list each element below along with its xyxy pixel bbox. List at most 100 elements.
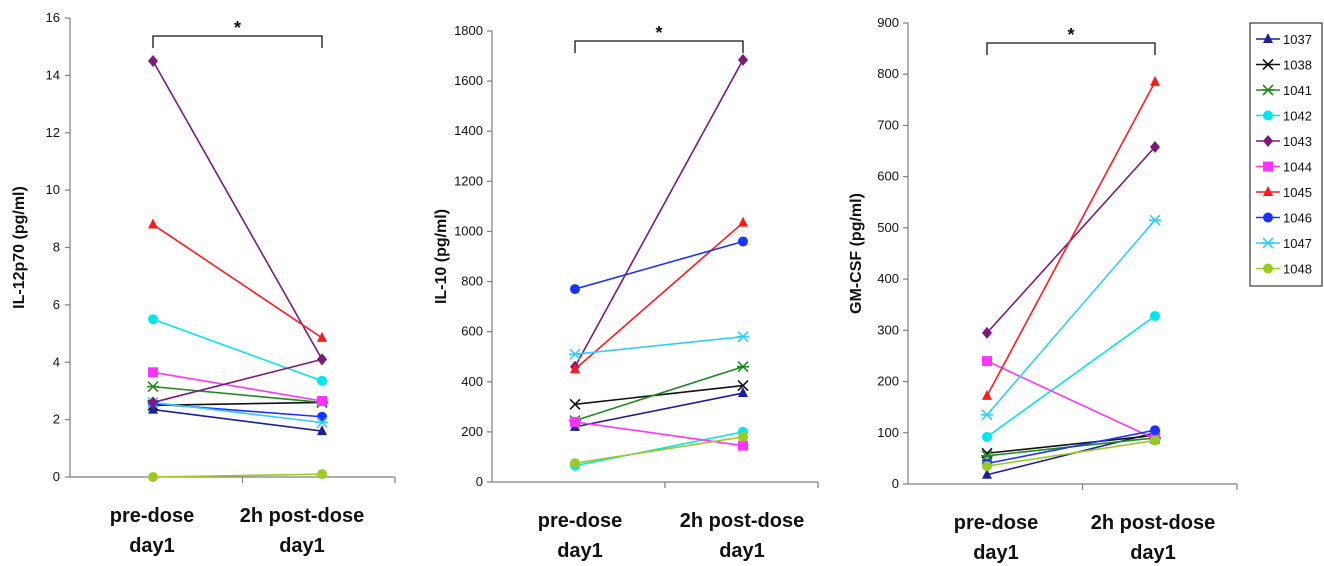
- y-axis-label: GM-CSF (pg/ml): [848, 193, 865, 314]
- series-1041: [569, 361, 749, 427]
- legend-label: 1047: [1283, 236, 1312, 251]
- series-line: [152, 408, 323, 432]
- series-line: [986, 434, 1156, 455]
- data-point: [981, 409, 993, 421]
- series-1044: [148, 367, 327, 406]
- legend-marker: [1263, 212, 1273, 223]
- series-line: [152, 371, 323, 402]
- data-point: [738, 236, 748, 247]
- series-line: [986, 360, 1156, 440]
- y-tick-label: 14: [46, 67, 60, 82]
- category-label: pre-dose: [538, 510, 622, 532]
- legend-marker: [1262, 84, 1274, 96]
- y-tick-label: 900: [877, 15, 899, 30]
- series-line: [574, 421, 744, 447]
- data-point: [317, 469, 327, 480]
- series-line: [986, 439, 1156, 467]
- data-point: [1150, 310, 1160, 321]
- legend-entry-1044: 1044: [1256, 160, 1312, 175]
- series-1043: [148, 353, 327, 409]
- series-line: [152, 385, 323, 404]
- series-1044: [982, 356, 1160, 444]
- data-point: [738, 431, 748, 442]
- y-tick-label: 600: [461, 324, 483, 339]
- legend-entry-1042: 1042: [1256, 109, 1312, 124]
- data-point: [982, 389, 992, 400]
- y-tick-label: 700: [877, 117, 899, 132]
- y-tick-label: 100: [877, 425, 899, 440]
- y-tick-label: 300: [877, 322, 899, 337]
- legend-label: 1045: [1283, 185, 1312, 200]
- y-axis-label: IL-10 (pg/ml): [433, 209, 450, 304]
- data-point: [981, 450, 993, 462]
- series-line: [574, 431, 744, 467]
- series-line: [574, 59, 744, 368]
- y-tick-label: 1000: [454, 223, 483, 238]
- data-point: [569, 348, 581, 360]
- data-point: [569, 398, 581, 410]
- series-line: [574, 222, 744, 370]
- series-1038: [147, 396, 328, 411]
- chart-panel-2: 0 200 400 600 800 1000 1200 1400 1600 1800 IL-10 (…: [433, 23, 819, 562]
- y-tick-label: 800: [461, 274, 483, 289]
- series-1042: [148, 314, 327, 386]
- y-tick-label: 600: [877, 169, 899, 184]
- data-point: [982, 461, 992, 472]
- y-tick-label: 500: [877, 220, 899, 235]
- y-tick-label: 1400: [454, 123, 483, 138]
- data-point: [317, 395, 327, 406]
- series-line: [152, 318, 323, 382]
- series-line: [152, 401, 323, 407]
- data-point: [570, 363, 580, 374]
- series-1046: [570, 236, 748, 295]
- series-line: [152, 401, 323, 424]
- y-tick-label: 1200: [454, 173, 483, 188]
- data-point: [148, 314, 158, 325]
- y-tick-label: 6: [53, 297, 60, 312]
- legend-entry-1047: 1047: [1256, 236, 1312, 251]
- legend-entry-1041: 1041: [1256, 83, 1312, 98]
- series-line: [986, 81, 1156, 397]
- y-tick-label: 8: [53, 240, 60, 255]
- series-1043: [148, 55, 327, 366]
- y-tick-label: 10: [46, 182, 60, 197]
- data-point: [738, 216, 748, 227]
- y-tick-label: 1800: [454, 23, 483, 38]
- data-point: [316, 416, 328, 429]
- y-tick-label: 200: [461, 424, 483, 439]
- chart-panel-3: 0 100 200 300 400 500 600 700 800 900 GM-CSF (pg/m…: [848, 15, 1238, 564]
- significance-marker: *: [655, 23, 662, 43]
- legend-label: 1043: [1283, 134, 1312, 149]
- data-point: [982, 356, 992, 367]
- data-point: [148, 218, 158, 229]
- data-point: [570, 284, 580, 295]
- legend-marker: [1263, 263, 1273, 274]
- y-tick-label: 0: [476, 474, 483, 489]
- legend-marker: [1263, 135, 1273, 147]
- data-point: [1150, 75, 1160, 86]
- chart-panel-1: 0 2 4 6 8 10 12 14 16 IL-12p70 (pg/ml) pre-dose day…: [11, 10, 396, 557]
- legend-label: 1046: [1283, 211, 1312, 226]
- legend-label: 1042: [1283, 109, 1312, 124]
- series-line: [152, 223, 323, 339]
- series-line: [574, 365, 744, 422]
- data-point: [317, 353, 327, 366]
- data-point: [738, 53, 748, 66]
- data-point: [737, 379, 749, 392]
- legend-entry-1038: 1038: [1256, 58, 1312, 73]
- y-tick-label: 0: [892, 476, 899, 491]
- legend-marker: [1263, 186, 1273, 196]
- series-1045: [148, 218, 327, 342]
- significance-marker: *: [234, 18, 241, 38]
- legend-marker: [1263, 33, 1273, 43]
- series-line: [152, 60, 323, 360]
- series-line: [574, 240, 744, 290]
- series-line: [574, 436, 744, 464]
- series-line: [986, 315, 1156, 438]
- legend-label: 1044: [1283, 160, 1312, 175]
- series-1048: [982, 435, 1160, 472]
- y-axis-label: IL-12p70 (pg/ml): [11, 186, 28, 309]
- series-1047: [569, 331, 749, 360]
- series-line: [986, 219, 1156, 416]
- series-line: [574, 384, 744, 406]
